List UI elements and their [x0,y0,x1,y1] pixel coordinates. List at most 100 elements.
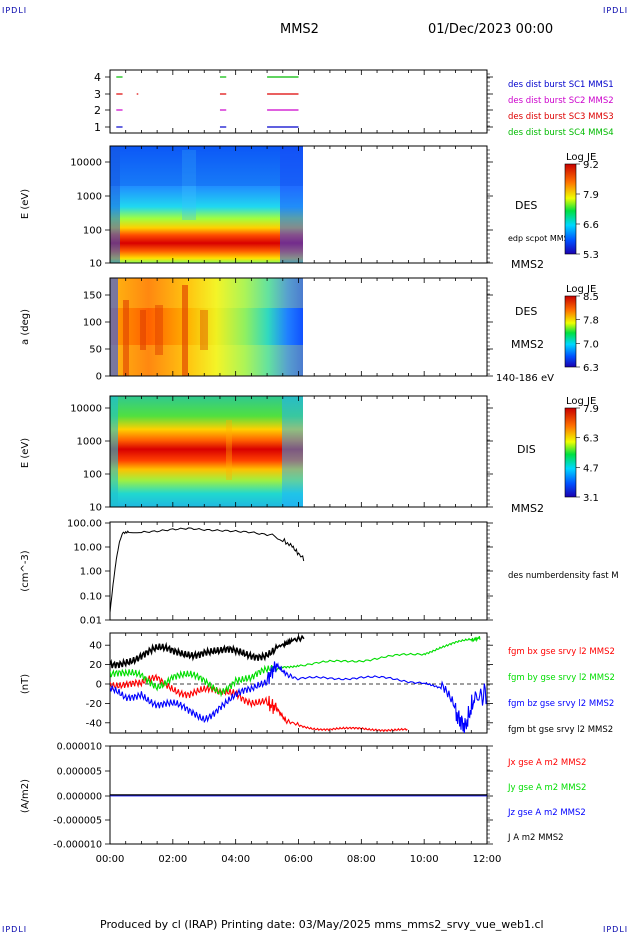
burst-legend-item: des dist burst SC1 MMS1 [508,80,614,90]
colorbar-tick-label: 9.2 [583,160,599,171]
density-legend: des numberdensity fast M [508,571,619,581]
current-legend-item: Jx gse A m2 MMS2 [507,758,586,768]
bfield-bx-line [110,673,408,733]
colorbar [564,295,577,368]
bfield-legend-item: fgm bz gse srvy l2 MMS2 [508,699,614,709]
spec2-ytick-label: 150 [83,291,102,302]
des-pitch-panel: 150 100 50 0 a (deg) DES MMS2 140-186 eV [20,277,554,384]
colorbar-tick-label: 7.0 [583,339,599,350]
burst-panel: 4 3 2 1 des dist burst SC1 MMS1 des dist bur… [94,69,614,138]
colorbar-tick-label: 3.1 [583,493,599,504]
spec3-ylabel: E (eV) [20,438,31,468]
burst-panel-frame [109,69,488,134]
spacecraft-title: MMS2 [280,22,319,37]
spec3-ytick-label: 100 [83,470,102,481]
colorbar-tick-label: 6.3 [583,363,599,374]
current-ylabel: (A/m2) [20,779,31,813]
spec3-ytick-label: 10 [89,503,102,514]
colorbar [564,407,577,498]
spec1-ylabel: E (eV) [20,189,31,219]
current-ytick-label: -0.000010 [53,840,102,851]
density-ytick-label: 10.00 [73,543,102,554]
bfield-ytick-label: 40 [89,641,102,652]
des-energy-panel: 10000 1000 100 10 E (eV) DES edp scpot MMS2 MMS… [20,145,574,271]
corner-label-bottom-right: IPDLI [603,925,629,934]
burst-legend-item: des dist burst SC4 MMS4 [508,128,614,138]
density-frame [109,521,488,621]
burst-ytick-label: 2 [94,104,101,117]
spec1-side-label: DES [515,199,537,212]
burst-legend-item: des dist burst SC2 MMS2 [508,96,614,106]
colorbar-title: Log JE [566,396,596,407]
colorbar-tick-label: 8.5 [583,292,599,303]
current-legend-item: Jy gse A m2 MMS2 [507,783,586,793]
bfield-legend-item: fgm bt gse srvy l2 MMS2 [508,725,613,735]
spec1-ytick-label: 10000 [70,158,102,169]
corner-label-top-right: IPDLI [603,6,629,15]
spec1-ytick-label: 10 [89,259,102,270]
bfield-bt-line [110,634,305,669]
current-legend-item: J A m2 MMS2 [507,833,564,843]
current-ytick-label: 0.000005 [57,767,102,778]
current-ytick-label: 0.000000 [57,792,102,803]
spec2-side-label: 140-186 eV [496,373,554,384]
colorbar-tick-label: 7.9 [583,404,599,415]
xtick-label: 04:00 [221,854,250,865]
des-energy-spectrogram [110,146,303,263]
bfield-ylabel: (nT) [20,674,31,694]
xtick-label: 08:00 [347,854,376,865]
bfield-ytick-label: -40 [86,718,102,729]
bfield-by-line [110,636,481,698]
corner-label-bottom-left: IPDLI [2,925,28,934]
burst-legend-item: des dist burst SC3 MMS3 [508,112,614,122]
density-panel: 100.00 10.00 1.00 0.10 0.01 (cm^-3) des number… [20,519,619,627]
burst-ytick-label: 4 [94,71,101,84]
spec1-side-label: edp scpot MMS2 [508,234,574,243]
spec2-side-label: DES [515,305,537,318]
colorbar-title: Log JE [566,284,596,295]
density-ylabel: (cm^-3) [20,550,31,591]
spec1-ytick-label: 100 [83,226,102,237]
colorbar-tick-label: 4.7 [583,463,599,474]
xtick-label: 10:00 [410,854,439,865]
colorbar [564,163,577,255]
colorbar-tick-label: 5.3 [583,250,599,261]
colorbar-title: Log JE [566,152,596,163]
xtick-label: 12:00 [473,854,502,865]
spec3-side-label: DIS [517,443,536,456]
dis-energy-panel: 10000 1000 100 10 E (eV) DIS MMS2 [20,395,544,515]
burst-ytick-label: 1 [94,121,101,134]
spec3-ytick-label: 1000 [77,437,102,448]
xtick-label: 06:00 [284,854,313,865]
bfield-ytick-label: 20 [89,660,102,671]
colorbar-tick-label: 6.6 [583,220,599,231]
dis-energy-spectrogram [110,396,303,507]
bfield-ytick-label: 0 [96,680,102,691]
date-title: 01/Dec/2023 00:00 [428,22,554,37]
spec2-ytick-label: 50 [89,345,102,356]
corner-label-top-left: IPDLI [2,6,28,15]
burst-ytick-label: 3 [94,88,101,101]
spec3-side-label: MMS2 [511,502,544,515]
density-line [109,527,305,613]
spec3-ytick-label: 10000 [70,404,102,415]
bfield-ytick-label: -20 [86,699,102,710]
current-density-panel: 0.000010 0.000005 0.000000 -0.000005 -0.0000… [20,742,586,866]
density-ytick-label: 0.10 [80,592,102,603]
colorbar-tick-label: 7.9 [583,190,599,201]
current-ytick-label: 0.000010 [57,742,102,753]
footer-text: Produced by cl (IRAP) Printing date: 03/… [100,918,544,931]
spec1-ytick-label: 1000 [77,192,102,203]
colorbar-tick-label: 7.8 [583,316,599,327]
density-ytick-label: 0.01 [80,616,102,627]
xtick-label: 02:00 [158,854,187,865]
spec2-ylabel: a (deg) [20,309,31,345]
colorbar-tick-label: 6.3 [583,434,599,445]
xtick-label: 00:00 [96,854,125,865]
spec2-side-label: MMS2 [511,338,544,351]
current-ytick-label: -0.000005 [53,816,102,827]
spec2-ytick-label: 0 [96,372,102,383]
current-legend-item: Jz gse A m2 MMS2 [507,808,586,818]
bfield-bz-line [110,661,487,733]
